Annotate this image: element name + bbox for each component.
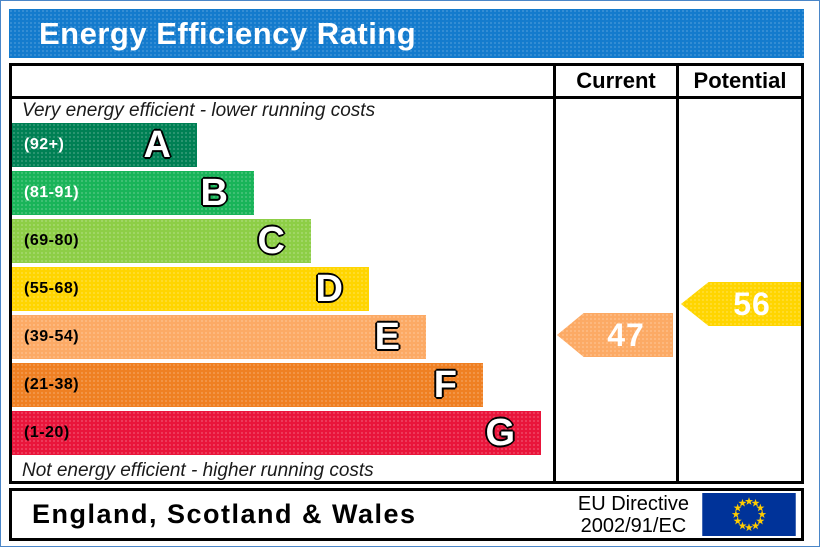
potential-rating-value: 56 — [733, 285, 771, 322]
band-range-label: (39-54) — [24, 328, 80, 345]
band-letter: C — [257, 220, 285, 262]
band-row-f: (21-38) F — [12, 363, 483, 407]
band-row-b: (81-91) B — [12, 171, 254, 215]
band-letter: A — [143, 124, 171, 166]
eu-directive-label: EU Directive 2002/91/EC — [578, 493, 689, 537]
potential-rating-arrow: 56 — [681, 282, 801, 326]
band-range-label: (21-38) — [24, 376, 80, 393]
band-range-label: (1-20) — [24, 424, 70, 441]
band-range-label: (69-80) — [24, 232, 80, 249]
eu-flag-icon — [702, 493, 796, 536]
band-letter: D — [315, 268, 343, 310]
band-letter: E — [374, 316, 400, 358]
rating-table: Current Potential Very energy efficient … — [9, 63, 804, 484]
band-row-c: (69-80) C — [12, 219, 311, 263]
top-note: Very energy efficient - lower running co… — [22, 100, 376, 121]
current-rating-arrow: 47 — [557, 313, 673, 357]
header-divider — [12, 96, 801, 99]
potential-column-header: Potential — [693, 68, 787, 93]
bottom-note: Not energy efficient - higher running co… — [22, 460, 374, 481]
chart-title: Energy Efficiency Rating — [39, 15, 417, 51]
band-range-label: (55-68) — [24, 280, 80, 297]
band-range-label: (92+) — [24, 136, 65, 153]
band-letter: B — [200, 172, 228, 214]
band-range-label: (81-91) — [24, 184, 80, 201]
column-divider-potential — [676, 66, 679, 481]
footer-bar: England, Scotland & Wales EU Directive 2… — [9, 488, 804, 541]
band-row-a: (92+) A — [12, 123, 197, 167]
band-letter: F — [433, 364, 457, 406]
current-column-header: Current — [576, 68, 656, 93]
band-letter: G — [485, 412, 515, 454]
band-row-g: (1-20) G — [12, 411, 541, 455]
current-rating-value: 47 — [607, 316, 645, 353]
band-row-e: (39-54) E — [12, 315, 426, 359]
column-divider-current — [553, 66, 556, 481]
title-bar: Energy Efficiency Rating — [9, 9, 804, 58]
eu-directive-line2: 2002/91/EC — [580, 515, 687, 537]
band-row-d: (55-68) D — [12, 267, 369, 311]
eu-directive-line1: EU Directive — [577, 493, 689, 515]
region-label: England, Scotland & Wales — [32, 499, 417, 529]
